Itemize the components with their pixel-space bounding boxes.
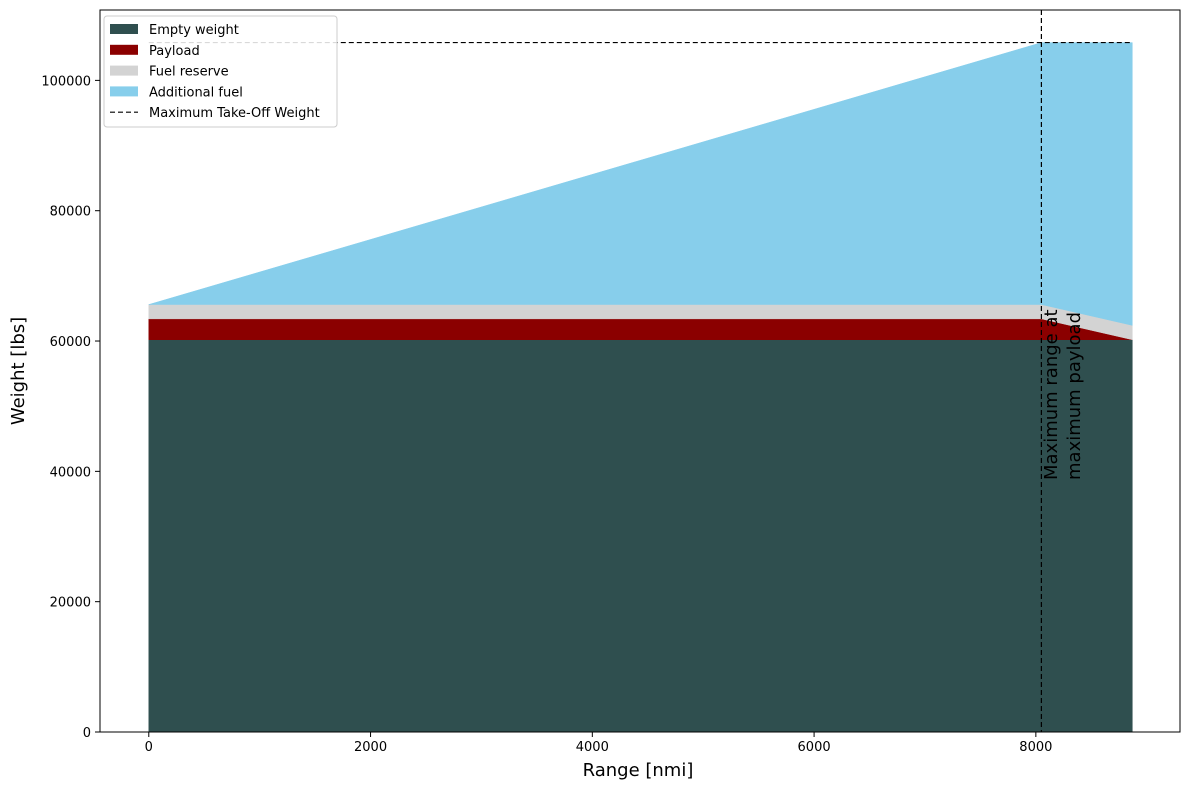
x-tick-label: 4000 <box>576 740 609 755</box>
legend-swatch <box>110 65 138 76</box>
area-series-1 <box>148 318 1133 340</box>
vline-annotation-line2: maximum payload <box>1064 312 1085 480</box>
legend-label: Maximum Take-Off Weight <box>149 106 320 121</box>
stacked-areas <box>148 42 1133 733</box>
legend-box <box>103 15 338 128</box>
y-axis-ticks: 0 20000 40000 60000 80000 100000 <box>41 74 100 741</box>
legend-swatch <box>110 24 138 34</box>
x-axis-ticks: 0 2000 4000 6000 8000 <box>145 732 1052 755</box>
x-tick-label: 8000 <box>1019 740 1052 755</box>
y-tick-label: 40000 <box>50 465 91 480</box>
legend-label: Payload <box>149 44 200 59</box>
legend-label: Additional fuel <box>149 85 243 100</box>
x-tick-label: 0 <box>145 740 153 755</box>
y-tick-label: 60000 <box>50 335 91 350</box>
area-series-3 <box>148 42 1133 326</box>
legend: Empty weight Payload Fuel reserve Additiona… <box>103 15 338 128</box>
y-axis-label: Weight [lbs] <box>8 317 29 425</box>
legend-swatch <box>110 86 138 97</box>
y-tick-label: 20000 <box>50 596 91 611</box>
y-tick-label: 100000 <box>41 74 91 89</box>
x-tick-label: 2000 <box>354 740 387 755</box>
legend-label: Empty weight <box>149 23 239 38</box>
y-tick-label: 80000 <box>50 205 91 220</box>
x-tick-label: 6000 <box>798 740 831 755</box>
plot-frame <box>99 9 1181 733</box>
area-series-0 <box>148 339 1133 733</box>
x-axis-label: Range [nmi] <box>583 760 694 781</box>
vline-annotation-line1: Maximum range at <box>1041 309 1062 480</box>
legend-label: Fuel reserve <box>149 65 229 80</box>
legend-swatch <box>110 44 138 55</box>
y-tick-label: 0 <box>83 726 91 741</box>
